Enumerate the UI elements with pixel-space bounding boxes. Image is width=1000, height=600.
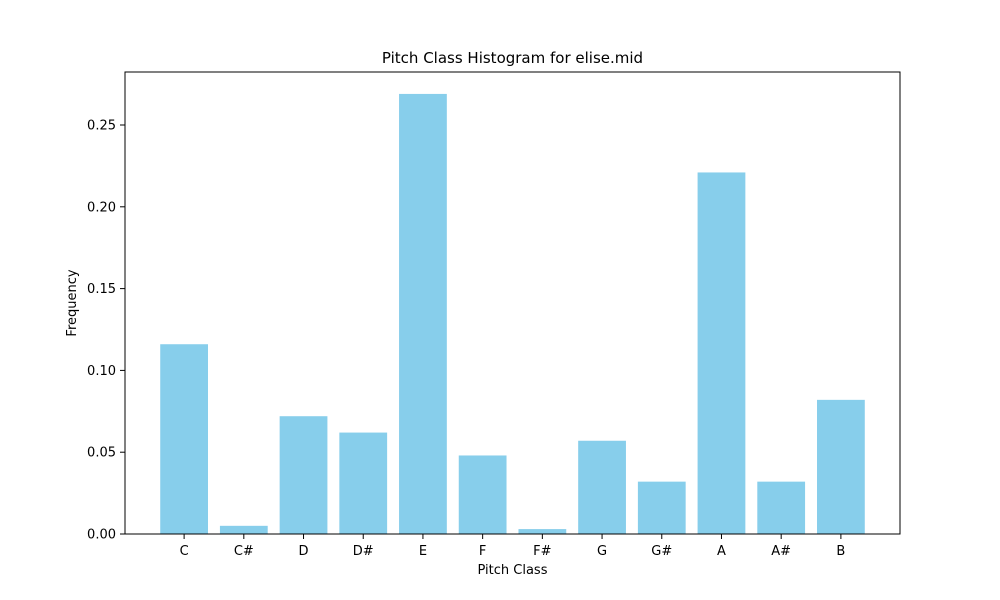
x-tick-label: D (299, 544, 309, 559)
bar-d (279, 416, 328, 534)
bar-a (697, 172, 746, 534)
bars-layer (160, 93, 865, 535)
y-tick-label: 0.20 (87, 200, 116, 215)
bar-d-sharp (339, 432, 388, 534)
x-tick-label: D# (353, 544, 374, 559)
x-tick-label: A# (771, 544, 791, 559)
x-tick-label: C (180, 544, 189, 559)
bar-c (160, 344, 208, 534)
x-tick-label: G (597, 544, 607, 559)
bar-e (399, 93, 447, 535)
x-tick-label: A (717, 544, 726, 559)
y-axis-ticks: 0.00 0.05 0.10 0.15 0.20 0.25 (87, 119, 125, 543)
bar-g-sharp (637, 481, 686, 534)
x-tick-label: E (419, 544, 427, 559)
plot-area-frame (124, 71, 901, 535)
bar-b (817, 399, 865, 534)
y-tick-label: 0.00 (87, 528, 116, 543)
x-axis-ticks: C C# D D# E F F# G G# A A# B (180, 534, 845, 559)
x-tick-label: B (836, 544, 845, 559)
y-axis-title: Frequency (65, 269, 80, 336)
x-axis-title: Pitch Class (478, 563, 548, 578)
bar-f-sharp (518, 529, 567, 534)
y-tick-label: 0.05 (87, 446, 116, 461)
y-tick-label: 0.10 (87, 364, 116, 379)
y-tick-label: 0.25 (87, 119, 116, 134)
x-tick-label: C# (234, 544, 254, 559)
y-tick-label: 0.15 (87, 282, 116, 297)
bar-g (578, 440, 626, 534)
x-tick-label: F# (533, 544, 551, 559)
bar-f (458, 455, 507, 534)
chart-title: Pitch Class Histogram for elise.mid (382, 49, 643, 67)
x-tick-label: F (479, 544, 486, 559)
x-tick-label: G# (651, 544, 672, 559)
bar-a-sharp (757, 481, 806, 534)
bar-c-sharp (219, 525, 268, 534)
